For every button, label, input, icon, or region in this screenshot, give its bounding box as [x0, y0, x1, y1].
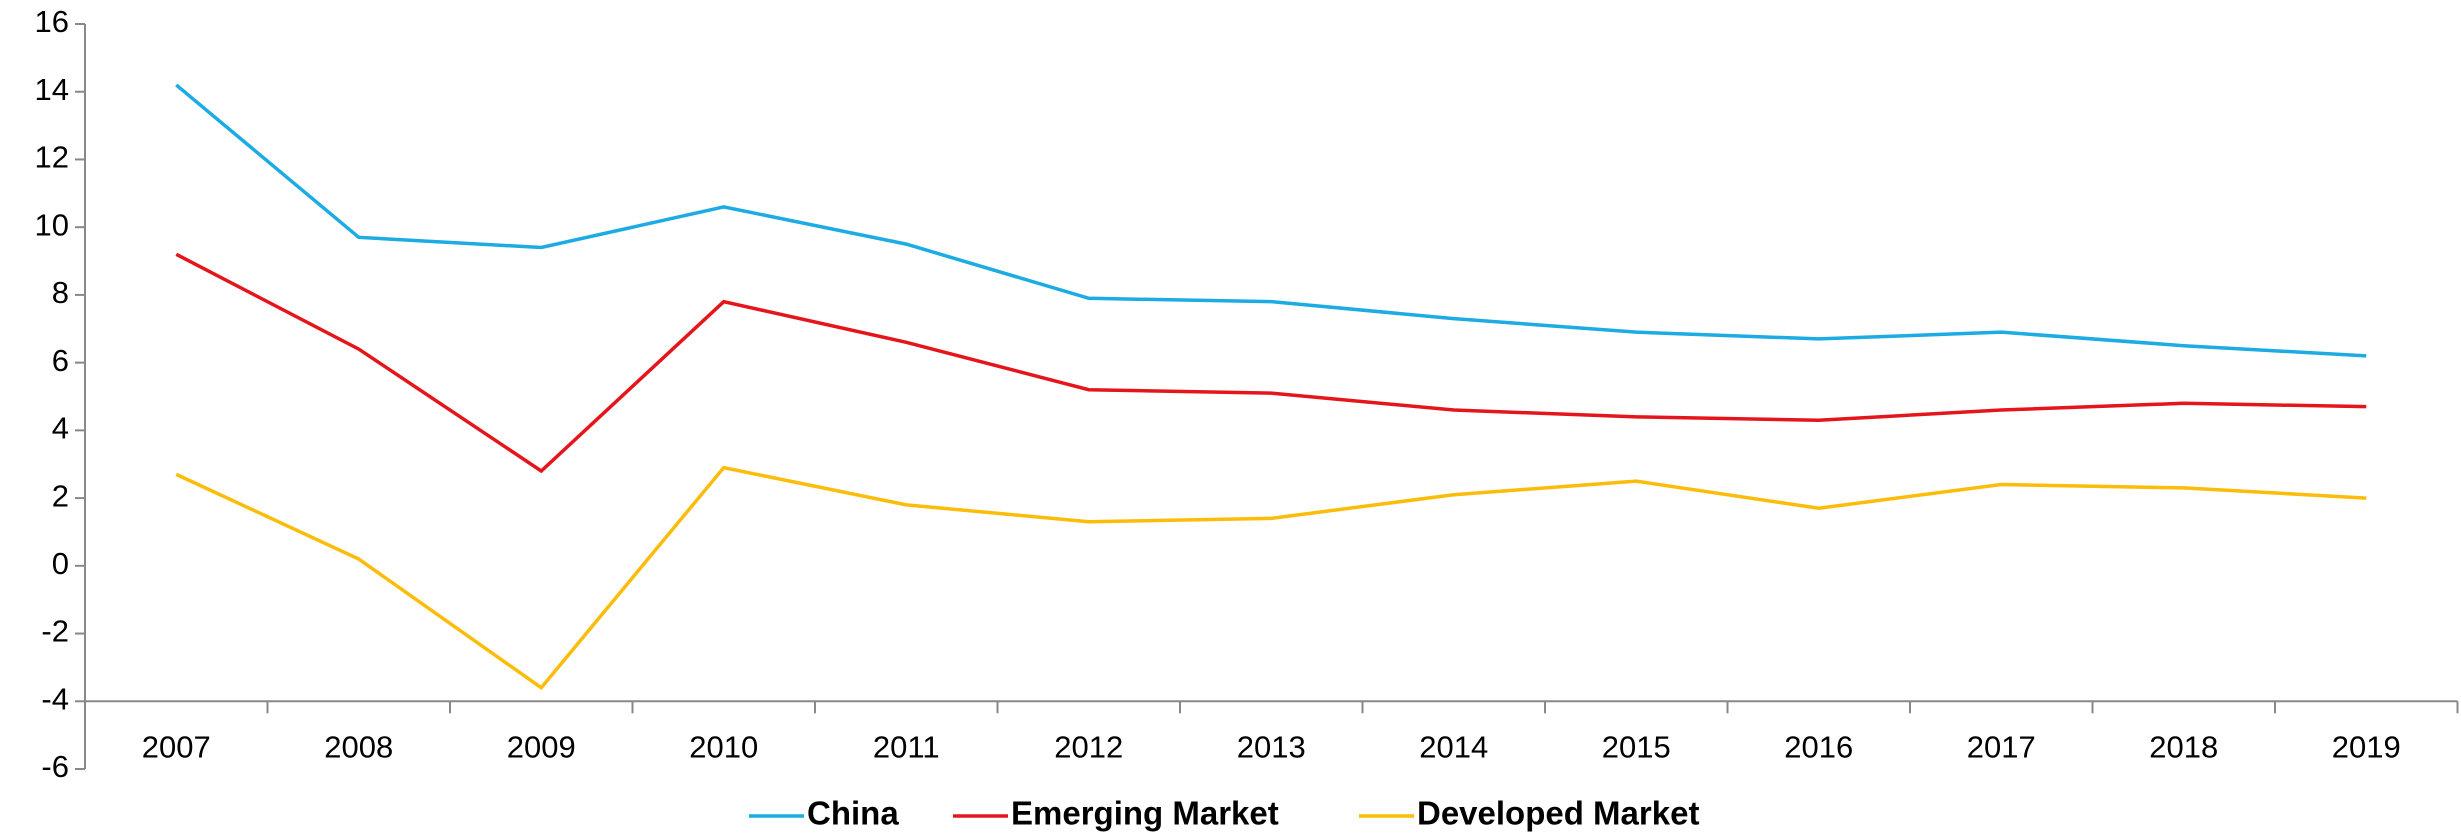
x-tick-label: 2009 [507, 729, 576, 764]
x-tick-label: 2013 [1237, 729, 1306, 764]
y-tick-label: 4 [52, 411, 69, 446]
y-tick-label: 2 [52, 478, 69, 513]
y-tick-label: 0 [52, 546, 69, 581]
line-series [175, 83, 2367, 358]
y-tick-label: 10 [35, 207, 69, 242]
x-tick-label: 2017 [1967, 729, 2036, 764]
x-tick-label: 2015 [1602, 729, 1671, 764]
line-series [175, 465, 2367, 691]
legend-label: China [807, 795, 899, 832]
y-tick-label: 8 [52, 275, 69, 310]
legend-label: Emerging Market [1011, 795, 1279, 832]
line-series [175, 252, 2367, 474]
x-tick-label: 2014 [1419, 729, 1488, 764]
x-tick-label: 2012 [1054, 729, 1123, 764]
x-tick-label: 2010 [689, 729, 758, 764]
y-tick-label: -2 [41, 614, 69, 649]
y-tick-label: 6 [52, 343, 69, 378]
x-tick-label: 2019 [2332, 729, 2401, 764]
legend-label: Developed Market [1417, 795, 1699, 832]
x-tick-label: 2018 [2149, 729, 2218, 764]
y-tick-label: -6 [41, 749, 69, 784]
y-tick-label: 12 [35, 140, 69, 175]
x-tick-label: 2016 [1784, 729, 1853, 764]
y-tick-label: 16 [35, 4, 69, 39]
x-tick-label: 2007 [142, 729, 211, 764]
y-tick-label: 14 [35, 72, 69, 107]
x-tick-label: 2011 [873, 729, 940, 764]
y-tick-label: -4 [41, 681, 69, 716]
x-tick-label: 2008 [324, 729, 393, 764]
